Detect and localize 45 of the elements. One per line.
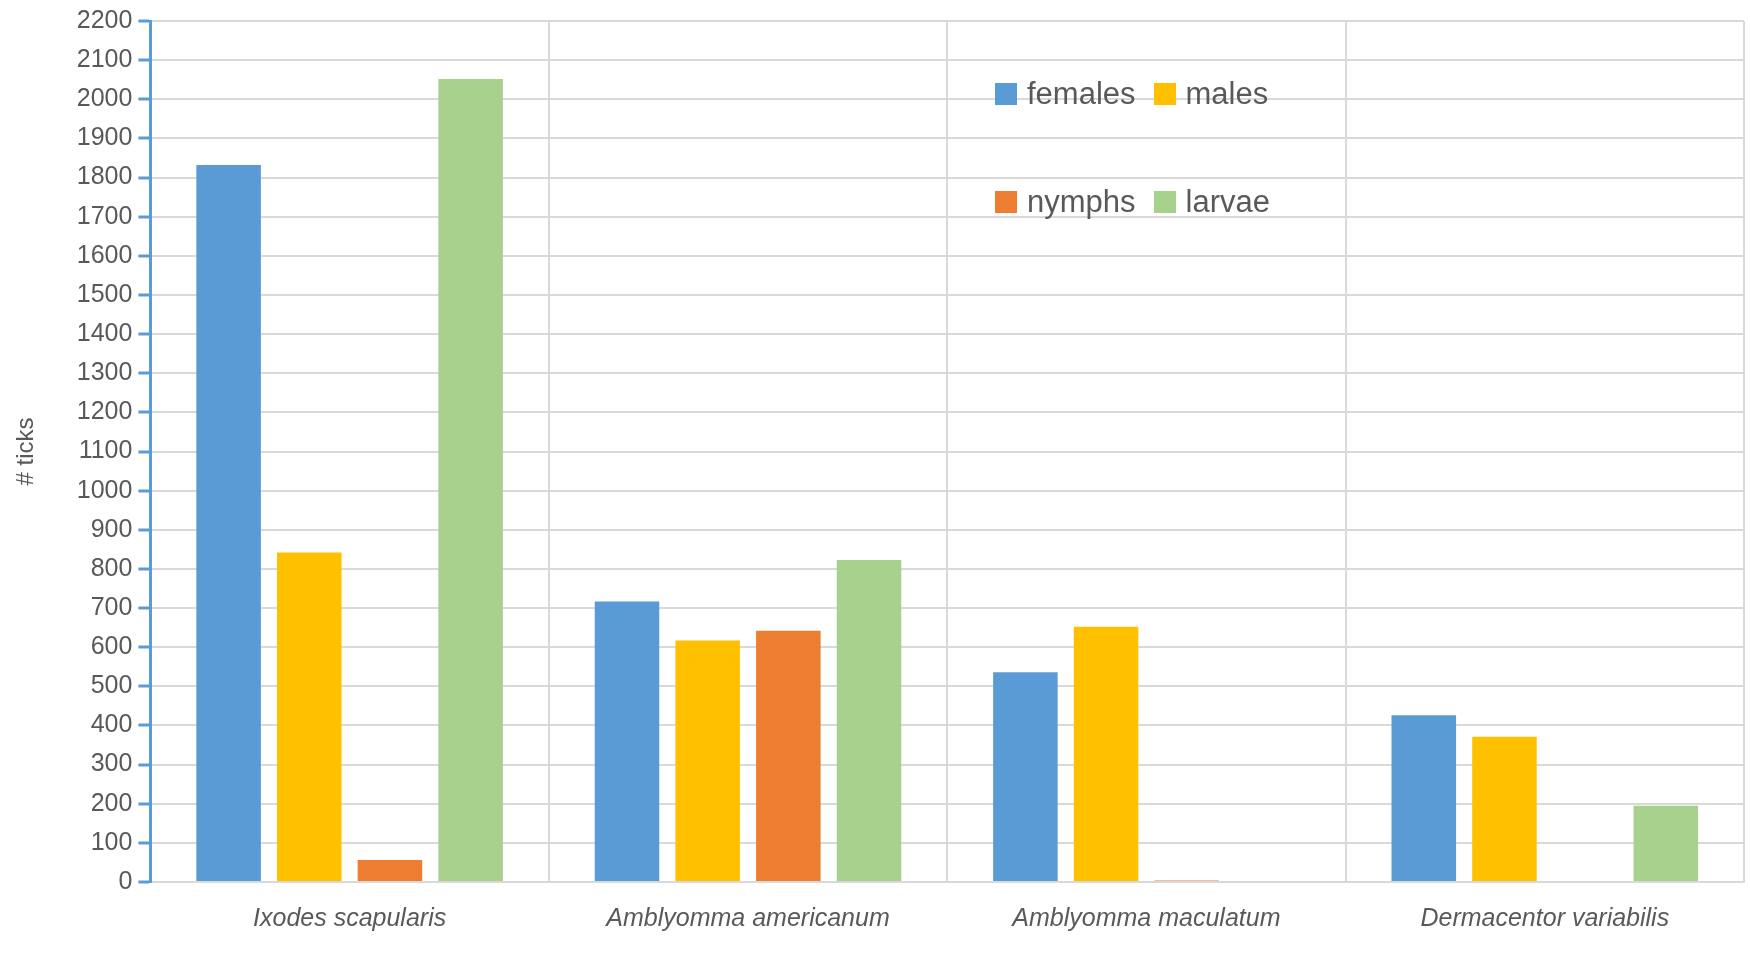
bar <box>196 165 261 881</box>
x-tick-label: Amblyomma americanum <box>604 902 890 931</box>
y-tick-label: 1600 <box>76 239 133 268</box>
y-tick-label: 1900 <box>76 122 133 151</box>
bar <box>594 601 660 881</box>
bar <box>993 672 1058 881</box>
y-tick-label: 1000 <box>76 474 133 503</box>
bar <box>1391 715 1457 881</box>
bar <box>1472 736 1537 881</box>
bar <box>756 630 821 881</box>
bar <box>438 78 503 881</box>
legend-label: females <box>1027 76 1136 112</box>
y-tick-label: 800 <box>90 552 133 581</box>
y-tick-label: 1400 <box>76 317 133 346</box>
y-axis-title: # ticks <box>11 417 39 486</box>
y-tick-label: 300 <box>90 748 133 777</box>
y-tick-label: 1200 <box>76 396 133 425</box>
y-tick-label: 2200 <box>76 4 133 33</box>
y-tick-label: 2000 <box>76 83 133 112</box>
legend-label: nymphs <box>1027 184 1136 220</box>
y-tick-label: 1800 <box>76 161 133 190</box>
legend-label: larvae <box>1185 184 1270 220</box>
bar <box>1633 805 1699 881</box>
bar <box>836 559 902 881</box>
y-tick-label: 400 <box>90 709 133 738</box>
bar <box>277 552 342 881</box>
legend-label: males <box>1185 76 1269 112</box>
bar <box>357 860 423 881</box>
y-tick-label: 600 <box>90 631 133 660</box>
y-tick-label: 700 <box>90 591 133 620</box>
y-tick-label: 900 <box>90 513 133 542</box>
x-tick-label: Ixodes scapularis <box>253 902 447 931</box>
y-tick-label: 0 <box>118 865 133 894</box>
y-tick-label: 1500 <box>76 278 133 307</box>
y-tick-label: 500 <box>90 670 133 699</box>
y-tick-label: 2100 <box>76 44 133 73</box>
y-tick-label: 100 <box>90 826 133 855</box>
y-tick-label: 200 <box>90 787 133 816</box>
bar <box>1073 626 1139 881</box>
y-tick-label: 1300 <box>76 357 133 386</box>
bar <box>675 640 740 881</box>
y-tick-label: 1700 <box>76 200 133 229</box>
x-tick-label: Amblyomma maculatum <box>1010 902 1281 931</box>
y-tick-label: 1100 <box>78 435 133 464</box>
x-tick-label: Dermacentor variabilis <box>1420 902 1670 931</box>
